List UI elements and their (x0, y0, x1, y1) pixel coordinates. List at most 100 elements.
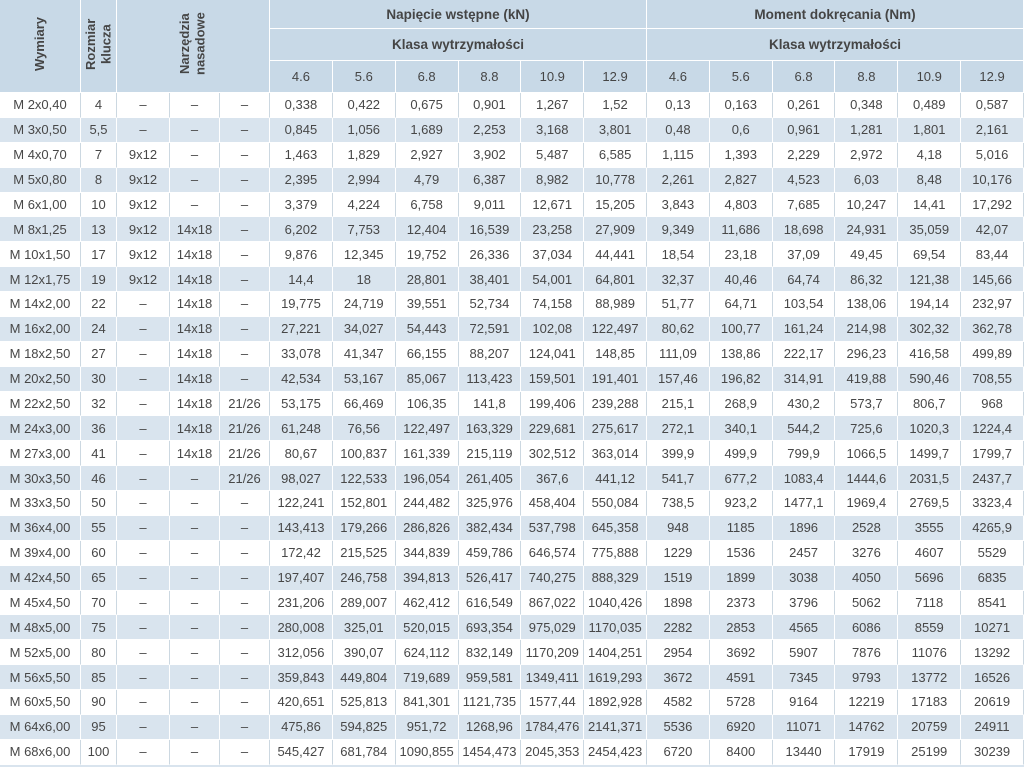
table-row: M 39x4,00 60– – –172,42 215,525 344,839 459,78… (0, 540, 1024, 566)
cell-napiecie-wstepne: 148,85 (584, 341, 647, 367)
cell-rozmiar-klucza: 30 (81, 366, 117, 392)
table-row: M 22x2,50 32–14x18 21/26 53,175 66,469 106,35… (0, 391, 1024, 417)
cell-napiecie-wstepne: 0,845 (270, 117, 333, 143)
cell-napiecie-wstepne: 215,119 (458, 441, 522, 467)
cell-napiecie-wstepne: 462,412 (395, 590, 459, 616)
cell-napiecie-wstepne: 9,011 (458, 192, 522, 218)
cell-napiecie-wstepne: 719,689 (395, 665, 459, 690)
cell-napiecie-wstepne: 1349,411 (521, 665, 585, 690)
cell-moment-dokrecania: 64,74 (772, 267, 836, 292)
cell-moment-dokrecania: 2,229 (772, 142, 836, 168)
cell-moment-dokrecania: 4591 (709, 665, 773, 690)
cell-narzedzia-nasadowe: 14x18 (170, 267, 220, 292)
cell-moment-dokrecania: 49,45 (835, 242, 899, 268)
cell-moment-dokrecania: 1898 (647, 590, 710, 616)
cell-moment-dokrecania: 399,9 (647, 441, 710, 467)
cell-moment-dokrecania: 69,54 (898, 242, 962, 268)
cell-napiecie-wstepne: 239,288 (584, 391, 647, 417)
cell-moment-dokrecania: 13292 (961, 640, 1024, 666)
cell-napiecie-wstepne: 106,35 (395, 391, 459, 417)
cell-moment-dokrecania: 948 (647, 515, 710, 541)
cell-napiecie-wstepne: 88,989 (584, 292, 647, 317)
cell-napiecie-wstepne: 215,525 (332, 540, 396, 566)
col-header-rozmiar-klucza: Rozmiar klucza (81, 0, 117, 93)
cell-narzedzia-nasadowe: – (170, 690, 220, 715)
cell-narzedzia-nasadowe: – (220, 93, 271, 118)
cell-wymiary: M 68x6,00 (0, 739, 81, 765)
cell-napiecie-wstepne: 302,512 (521, 441, 585, 467)
cell-moment-dokrecania: 103,54 (772, 292, 836, 317)
cell-wymiary: M 5x0,80 (0, 167, 81, 193)
cell-napiecie-wstepne: 1,829 (332, 142, 396, 168)
cell-napiecie-wstepne: 98,027 (270, 466, 333, 491)
cell-moment-dokrecania: 1,281 (835, 117, 899, 143)
cell-rozmiar-klucza: 80 (81, 640, 117, 666)
cell-moment-dokrecania: 1444,6 (835, 466, 899, 491)
cell-narzedzia-nasadowe: – (170, 739, 220, 765)
cell-napiecie-wstepne: 1170,035 (584, 615, 647, 641)
cell-napiecie-wstepne: 41,347 (332, 341, 396, 367)
table-row: M 56x5,50 85– – –359,843 449,804 719,689 959,5… (0, 665, 1024, 690)
cell-moment-dokrecania: 161,24 (772, 316, 836, 342)
cell-narzedzia-nasadowe: – (117, 491, 170, 516)
cell-napiecie-wstepne: 3,168 (521, 117, 585, 143)
cell-narzedzia-nasadowe: 14x18 (170, 416, 220, 442)
cell-rozmiar-klucza: 7 (81, 142, 117, 168)
cell-moment-dokrecania: 2528 (835, 515, 899, 541)
cell-narzedzia-nasadowe: – (220, 117, 271, 143)
cell-napiecie-wstepne: 1,463 (270, 142, 333, 168)
cell-moment-dokrecania: 314,91 (772, 366, 836, 392)
cell-moment-dokrecania: 8,48 (898, 167, 962, 193)
cell-moment-dokrecania: 157,46 (647, 366, 710, 392)
cell-napiecie-wstepne: 8,982 (521, 167, 585, 193)
cell-moment-dokrecania: 0,6 (709, 117, 773, 143)
cell-moment-dokrecania: 268,9 (709, 391, 773, 417)
cell-napiecie-wstepne: 1619,293 (584, 665, 647, 690)
cell-moment-dokrecania: 419,88 (835, 366, 899, 392)
table-row: M 2x0,40 4– – –0,338 0,422 0,675 0,901 1,267 1,5… (0, 93, 1024, 118)
cell-moment-dokrecania: 1536 (709, 540, 773, 566)
cell-moment-dokrecania: 3672 (647, 665, 710, 690)
cell-narzedzia-nasadowe: – (220, 714, 271, 740)
cell-napiecie-wstepne: 1170,209 (521, 640, 585, 666)
cell-moment-dokrecania: 18,698 (772, 217, 836, 243)
cell-moment-dokrecania: 35,059 (898, 217, 962, 243)
cell-moment-dokrecania: 20619 (961, 690, 1024, 715)
cell-rozmiar-klucza: 50 (81, 491, 117, 516)
cell-napiecie-wstepne: 27,221 (270, 316, 333, 342)
cell-moment-dokrecania: 7876 (835, 640, 899, 666)
cell-moment-dokrecania: 16526 (961, 665, 1024, 690)
cell-moment-dokrecania: 9,349 (647, 217, 710, 243)
cell-moment-dokrecania: 111,09 (647, 341, 710, 367)
cell-moment-dokrecania: 10271 (961, 615, 1024, 641)
cell-moment-dokrecania: 37,09 (772, 242, 836, 268)
cell-napiecie-wstepne: 286,826 (395, 515, 459, 541)
table-row: M 42x4,50 65– – –197,407 246,758 394,813 526,4… (0, 565, 1024, 591)
cell-rozmiar-klucza: 10 (81, 192, 117, 218)
cell-moment-dokrecania: 806,7 (898, 391, 962, 417)
cell-napiecie-wstepne: 475,86 (270, 714, 333, 740)
cell-napiecie-wstepne: 645,358 (584, 515, 647, 541)
cell-rozmiar-klucza: 4 (81, 93, 117, 118)
cell-moment-dokrecania: 738,5 (647, 491, 710, 516)
cell-moment-dokrecania: 8559 (898, 615, 962, 641)
cell-moment-dokrecania: 13772 (898, 665, 962, 690)
cell-napiecie-wstepne: 312,056 (270, 640, 333, 666)
cell-narzedzia-nasadowe: – (220, 565, 271, 591)
cell-moment-dokrecania: 296,23 (835, 341, 899, 367)
cell-napiecie-wstepne: 85,067 (395, 366, 459, 392)
table-row: M 36x4,00 55– – –143,413 179,266 286,826 382,4… (0, 515, 1024, 541)
cell-rozmiar-klucza: 85 (81, 665, 117, 690)
cell-napiecie-wstepne: 545,427 (270, 739, 333, 765)
cell-moment-dokrecania: 923,2 (709, 491, 773, 516)
cell-narzedzia-nasadowe: – (170, 640, 220, 666)
strength-class-value: 4.6 (270, 61, 333, 93)
cell-moment-dokrecania: 6086 (835, 615, 899, 641)
cell-narzedzia-nasadowe: – (170, 167, 220, 193)
cell-moment-dokrecania: 2373 (709, 590, 773, 616)
cell-rozmiar-klucza: 8 (81, 167, 117, 193)
cell-napiecie-wstepne: 6,585 (584, 142, 647, 168)
cell-napiecie-wstepne: 12,671 (521, 192, 585, 218)
cell-narzedzia-nasadowe: 9x12 (117, 167, 170, 193)
cell-napiecie-wstepne: 363,014 (584, 441, 647, 467)
